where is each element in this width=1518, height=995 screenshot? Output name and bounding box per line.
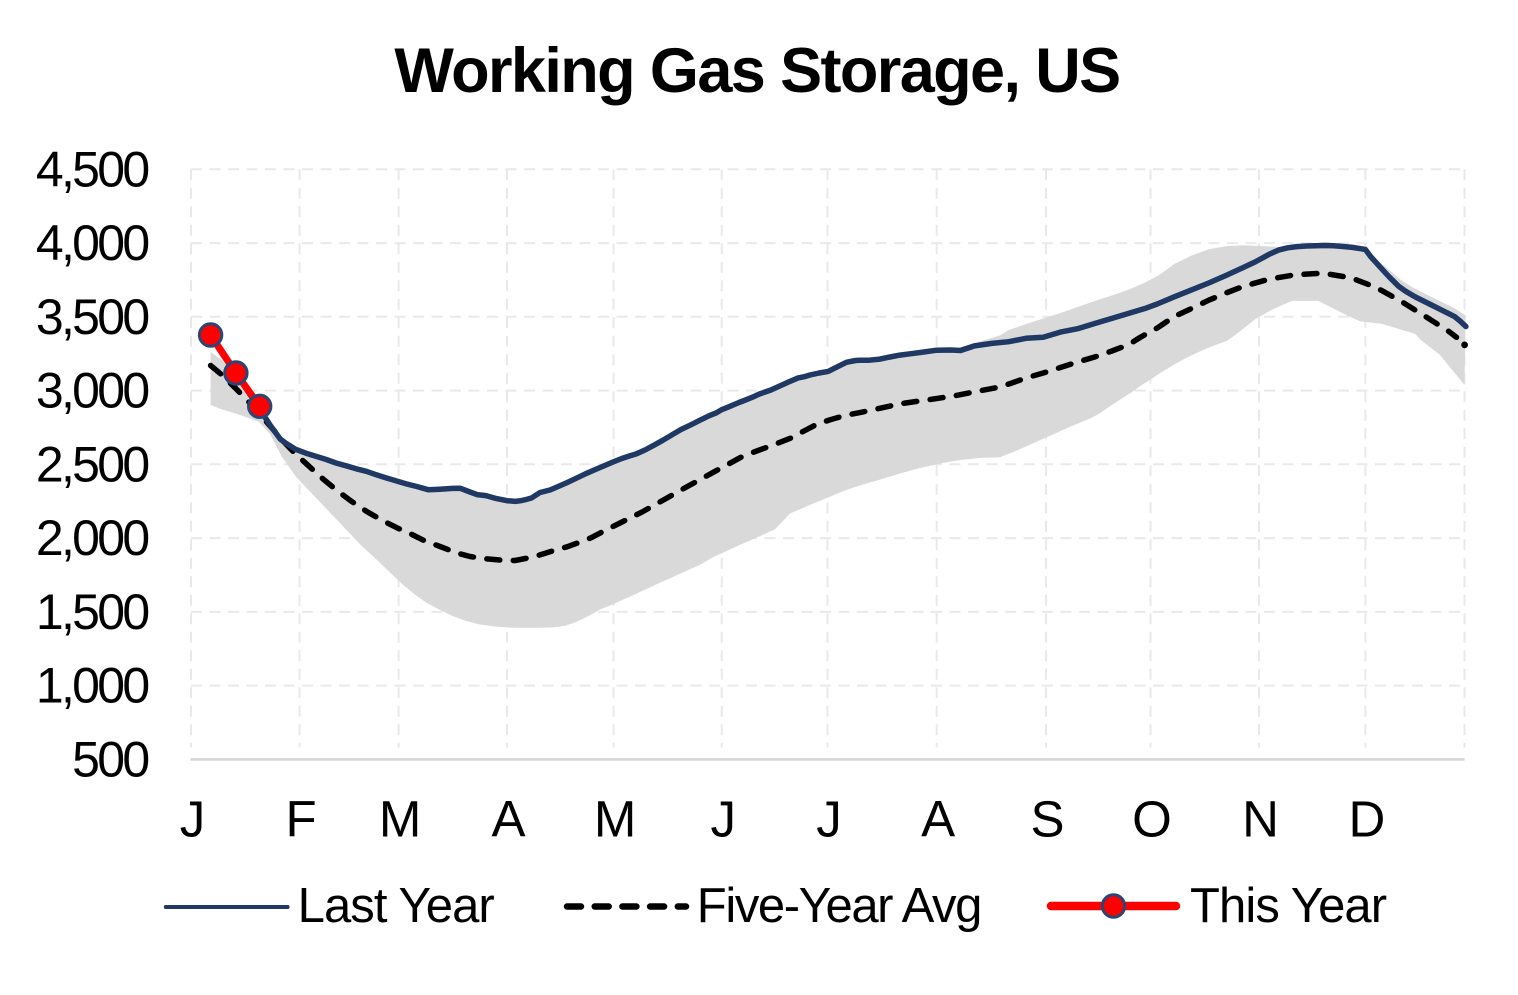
svg-text:M: M [594,791,636,848]
svg-text:D: D [1348,791,1385,848]
svg-text:J: J [711,791,737,848]
svg-text:F: F [286,791,317,848]
svg-text:500: 500 [72,731,148,787]
svg-text:4,000: 4,000 [36,215,149,271]
svg-text:A: A [921,791,955,848]
svg-text:1,000: 1,000 [36,658,149,714]
svg-text:1,500: 1,500 [36,584,149,640]
svg-text:Last Year: Last Year [298,879,495,933]
svg-text:J: J [180,791,206,848]
svg-text:2,000: 2,000 [36,510,149,566]
svg-text:4,500: 4,500 [36,141,149,197]
svg-text:3,000: 3,000 [36,363,149,419]
svg-text:2,500: 2,500 [36,436,149,492]
svg-text:Working Gas Storage, US: Working Gas Storage, US [394,36,1119,106]
svg-text:N: N [1242,791,1279,848]
svg-text:M: M [379,791,421,848]
svg-text:3,500: 3,500 [36,289,149,345]
svg-text:Five-Year Avg: Five-Year Avg [697,879,981,933]
svg-text:This Year: This Year [1190,879,1387,933]
svg-text:S: S [1030,791,1064,848]
svg-text:O: O [1132,791,1172,848]
svg-text:J: J [816,791,842,848]
svg-text:A: A [491,791,525,848]
